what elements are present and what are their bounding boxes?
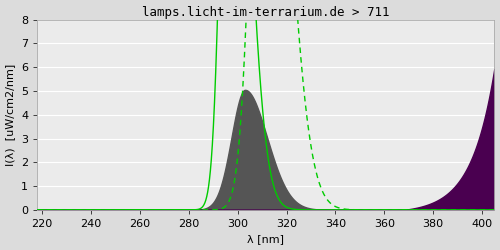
Title: lamps.licht-im-terrarium.de > 711: lamps.licht-im-terrarium.de > 711 [142,6,390,18]
Y-axis label: I(λ)  [uW/cm2/nm]: I(λ) [uW/cm2/nm] [6,64,16,166]
X-axis label: λ [nm]: λ [nm] [248,234,284,244]
